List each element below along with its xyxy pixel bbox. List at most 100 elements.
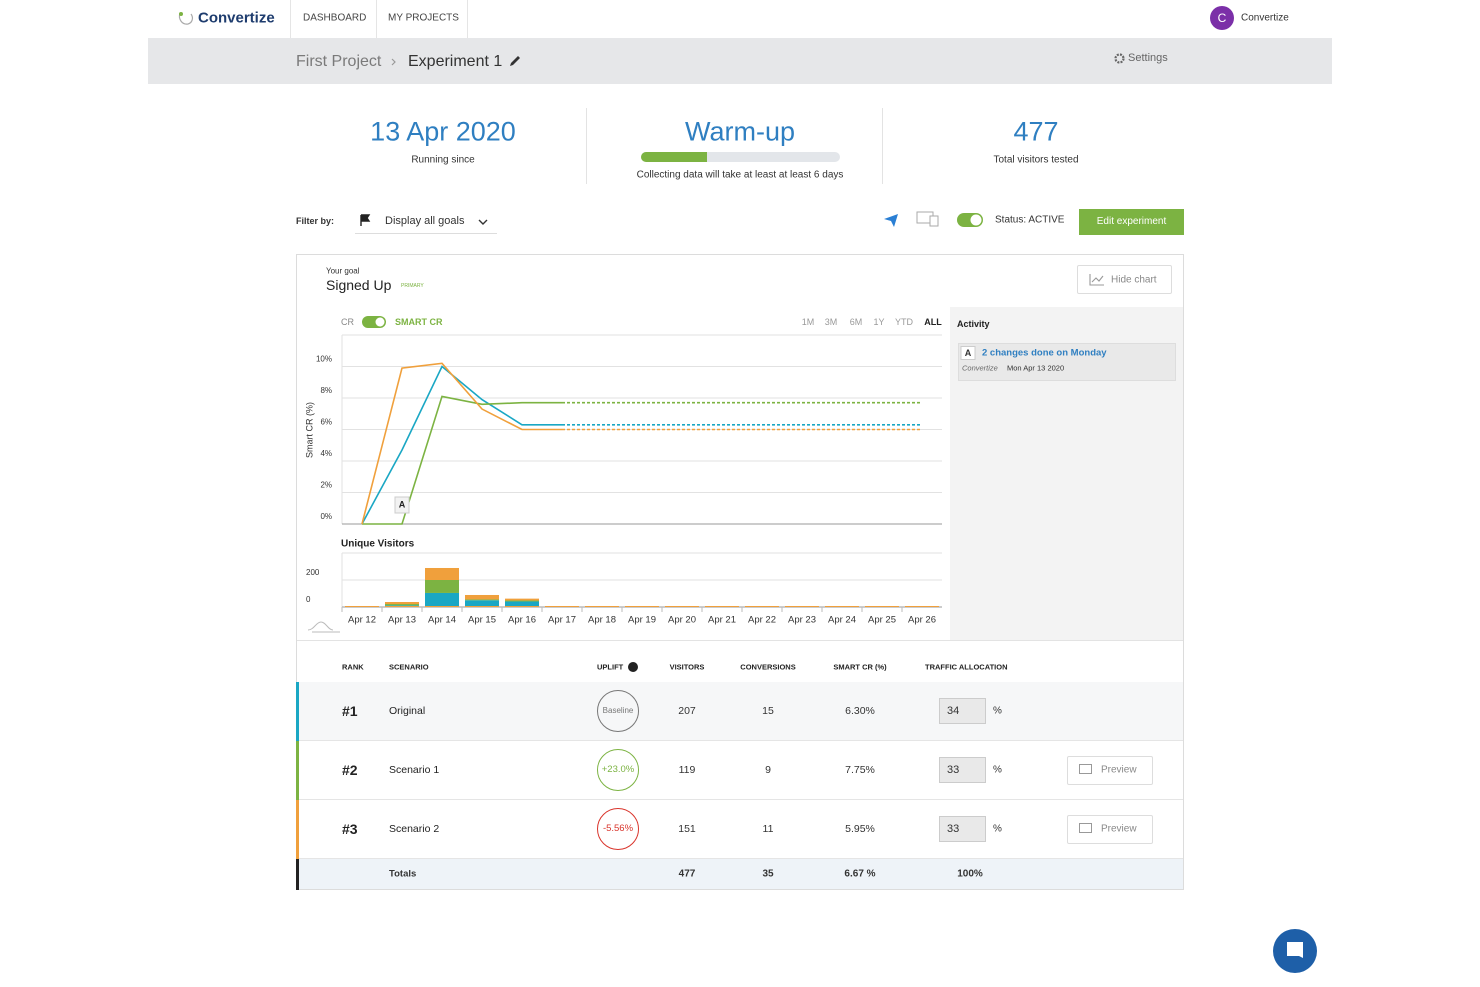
x-tick-label: Apr 15 (468, 615, 496, 626)
row-indicator (296, 800, 299, 859)
allocation-input[interactable]: 33 (939, 757, 986, 783)
y-tick-label: 4% (320, 449, 332, 458)
preview-icon (1079, 764, 1092, 774)
stat-value: Warm-up (684, 116, 796, 147)
plane-icon[interactable] (882, 211, 900, 229)
allocation-input[interactable]: 33 (939, 816, 986, 842)
preview-button[interactable] (1067, 756, 1153, 785)
x-tick-label: Apr 23 (788, 615, 816, 626)
column-header: UPLIFT (597, 662, 624, 672)
range-button[interactable]: YTD (895, 317, 913, 327)
stat-value: 477 (1013, 116, 1059, 147)
column-header: SCENARIO (389, 662, 429, 672)
bar-segment (465, 594, 499, 600)
goal-name: Signed Up (326, 277, 392, 293)
divider (586, 108, 587, 184)
nav-link[interactable]: MY PROJECTS (388, 12, 459, 24)
chevron (391, 58, 396, 66)
edit-icon[interactable] (508, 54, 522, 68)
activity-title: Activity (957, 319, 990, 329)
range-button[interactable]: 3M (824, 317, 838, 327)
range-button[interactable]: 6M (849, 317, 863, 327)
hide-chart[interactable]: Hide chart (1111, 274, 1157, 286)
dropdown-icon[interactable] (478, 218, 488, 226)
bar-segment (425, 567, 459, 580)
uplift: -5.56% (597, 808, 639, 850)
help-icon[interactable] (628, 662, 638, 672)
project-link[interactable]: First Project (296, 53, 382, 70)
user-name[interactable]: Convertize (1241, 12, 1289, 24)
allocation-unit: % (993, 705, 1002, 717)
avatar[interactable]: C (1210, 6, 1234, 30)
range-button[interactable]: ALL (924, 317, 942, 327)
conversions: 11 (762, 823, 774, 835)
x-tick-label: Apr 18 (588, 615, 616, 626)
activity-item[interactable] (958, 343, 1176, 381)
y-tick-label: 6% (320, 418, 332, 427)
cr-toggle[interactable] (361, 315, 387, 329)
settings[interactable]: Settings (1128, 52, 1168, 64)
edit-button[interactable]: Edit experiment (1079, 209, 1184, 235)
activity-marker: A (960, 346, 976, 360)
cr-toggle-label: CR (341, 317, 354, 327)
status: Status: ACTIVE (995, 214, 1065, 226)
x-tick-label: Apr 21 (708, 615, 736, 626)
totals-label: Totals (389, 868, 417, 880)
preview-label[interactable]: Preview (1101, 823, 1137, 835)
chart-icon (1089, 274, 1104, 286)
range-button[interactable]: 1Y (873, 317, 885, 327)
allocation-unit: % (993, 764, 1002, 776)
nav-link[interactable]: DASHBOARD (303, 12, 367, 24)
rank: #3 (342, 821, 358, 837)
y-tick-label: 0 (306, 595, 311, 604)
divider (882, 108, 883, 184)
activity-date: Mon Apr 13 2020 (1007, 363, 1065, 373)
row-indicator (296, 741, 299, 800)
filter-label: Filter by: (296, 216, 335, 226)
devices-icon[interactable] (915, 210, 941, 228)
x-tick-label: Apr 25 (868, 615, 896, 626)
underline (355, 233, 497, 234)
conversions: 9 (765, 764, 771, 776)
annotation-box (394, 496, 410, 514)
y-tick-label: 0% (320, 512, 332, 521)
range-button[interactable]: 1M (801, 317, 815, 327)
rank: #1 (342, 703, 358, 719)
experiment-name: Experiment 1 (408, 53, 503, 70)
y-tick-label: 8% (320, 386, 332, 395)
goal-caption: Your goal (326, 266, 360, 276)
y-tick-label: 200 (306, 568, 320, 577)
bar-segment (385, 604, 419, 606)
brand[interactable]: Convertize (198, 9, 275, 27)
allocation-input[interactable]: 34 (939, 698, 986, 724)
column-header: CONVERSIONS (740, 662, 796, 672)
column-header: TRAFFIC ALLOCATION (925, 662, 1008, 672)
activity-text[interactable]: 2 changes done on Monday (982, 347, 1107, 359)
preview-button[interactable] (1067, 815, 1153, 844)
progress-track (641, 152, 840, 162)
logo-icon (178, 12, 194, 25)
preview-label[interactable]: Preview (1101, 764, 1137, 776)
goal-filter[interactable]: Display all goals (385, 215, 465, 227)
hide-chart-button[interactable] (1077, 265, 1172, 294)
smart-cr: 5.95% (845, 823, 875, 835)
uplift: +23.0% (597, 749, 639, 791)
column-header: VISITORS (669, 662, 705, 672)
smart-cr: 7.75% (845, 764, 875, 776)
bar-segment (505, 598, 539, 601)
totals-smart-cr: 6.67 % (844, 868, 876, 880)
annotation: A (399, 499, 406, 509)
status-toggle[interactable] (956, 212, 984, 228)
rank: #2 (342, 762, 358, 778)
chat-button[interactable] (1272, 928, 1318, 974)
scenario-name: Scenario 1 (389, 764, 440, 776)
stat-label: Total visitors tested (993, 154, 1079, 166)
conversions: 15 (762, 705, 774, 717)
table-row (297, 682, 1183, 741)
visitors: 151 (678, 823, 696, 835)
table-row (297, 741, 1183, 800)
visitors: 119 (678, 764, 696, 776)
divider (290, 0, 291, 38)
